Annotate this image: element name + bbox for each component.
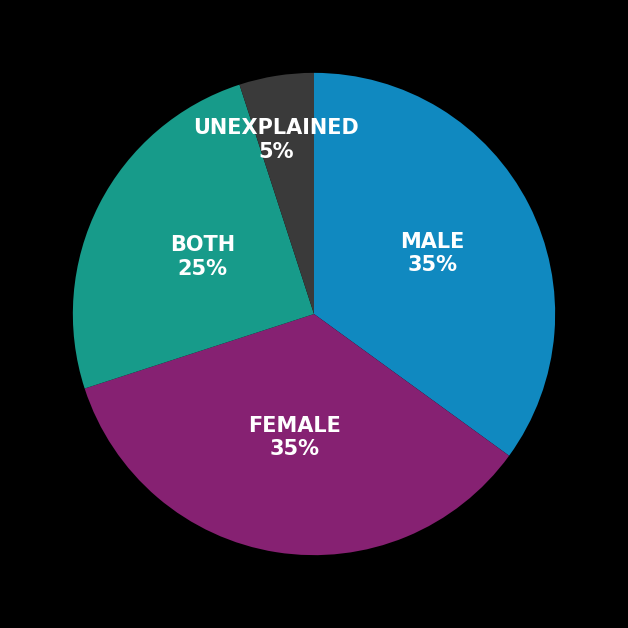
- Wedge shape: [314, 73, 555, 456]
- Text: MALE
35%: MALE 35%: [400, 232, 464, 276]
- Wedge shape: [73, 85, 314, 389]
- Text: UNEXPLAINED
5%: UNEXPLAINED 5%: [193, 118, 359, 161]
- Text: BOTH
25%: BOTH 25%: [170, 236, 235, 279]
- Wedge shape: [85, 314, 509, 555]
- Text: FEMALE
35%: FEMALE 35%: [248, 416, 341, 460]
- Wedge shape: [239, 73, 314, 314]
